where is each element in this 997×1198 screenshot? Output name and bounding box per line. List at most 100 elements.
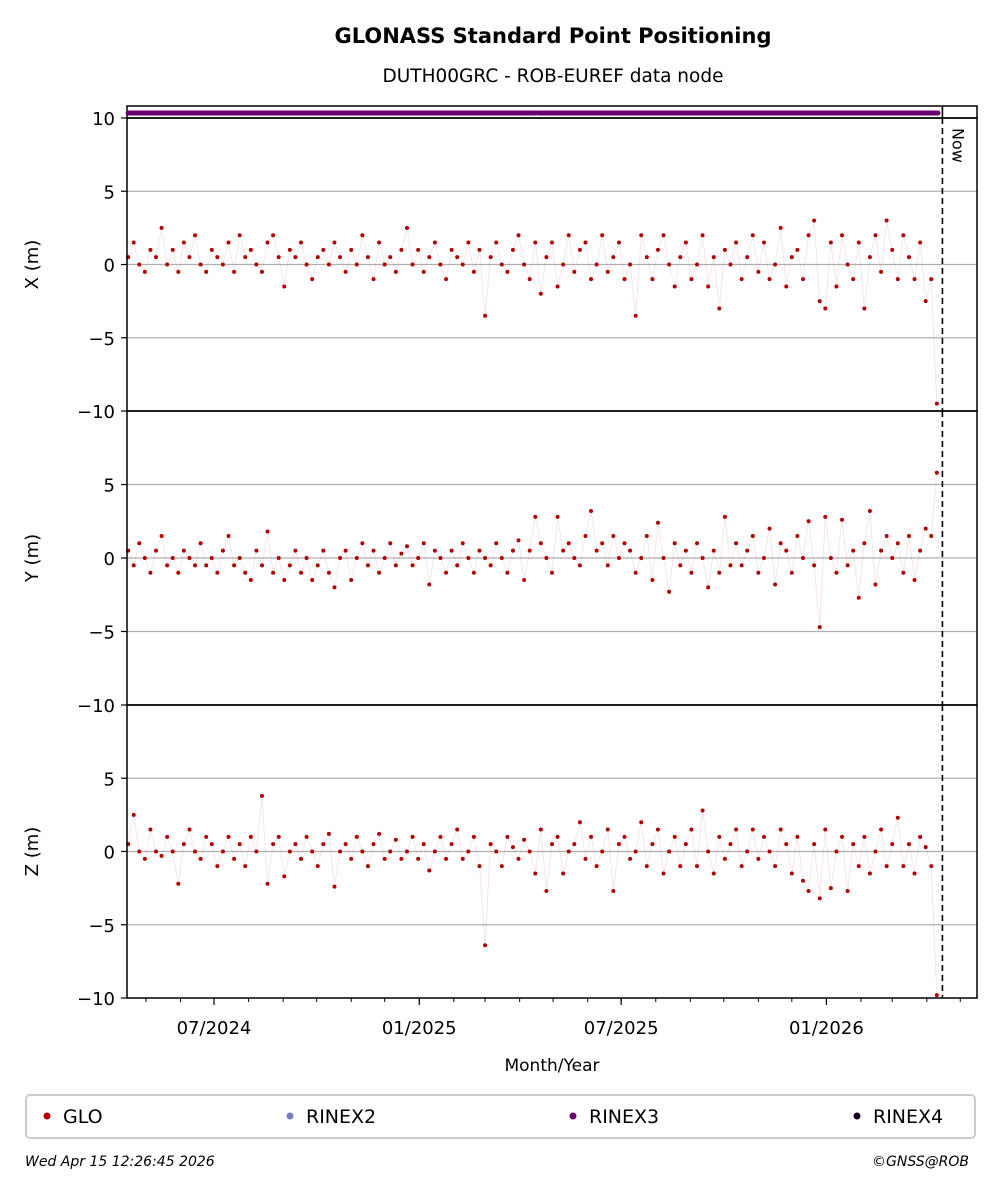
data-point xyxy=(667,849,672,854)
data-point xyxy=(204,269,209,274)
data-point xyxy=(912,578,917,583)
data-point xyxy=(890,247,895,252)
data-point xyxy=(616,240,621,245)
data-point xyxy=(354,262,359,267)
data-point xyxy=(828,556,833,560)
data-point xyxy=(310,277,315,282)
data-point xyxy=(678,563,683,568)
data-point xyxy=(561,548,566,553)
data-point xyxy=(170,556,175,560)
timestamp: Wed Apr 15 12:26:45 2026 xyxy=(25,1154,215,1170)
data-point xyxy=(254,262,259,267)
y-tick-label: 5 xyxy=(104,476,115,497)
data-point xyxy=(851,842,856,847)
data-point xyxy=(856,240,861,245)
data-point xyxy=(215,864,220,869)
data-point xyxy=(667,589,672,594)
data-point xyxy=(923,299,928,304)
data-point xyxy=(382,556,387,560)
data-point xyxy=(722,514,727,519)
data-point xyxy=(131,563,136,568)
data-point xyxy=(767,277,772,282)
data-point xyxy=(750,233,755,238)
data-point xyxy=(555,514,560,519)
data-point xyxy=(321,548,326,553)
data-point xyxy=(421,269,426,274)
data-point xyxy=(784,284,789,289)
data-point xyxy=(700,233,705,238)
data-point xyxy=(455,827,460,832)
data-point xyxy=(477,864,482,869)
data-point xyxy=(259,793,264,798)
data-point xyxy=(494,849,499,854)
data-point xyxy=(505,269,510,274)
data-point xyxy=(349,856,354,861)
data-point xyxy=(884,864,889,869)
data-point xyxy=(912,277,917,282)
x-tick-label: 07/2025 xyxy=(584,1018,659,1039)
data-point xyxy=(388,541,393,546)
data-point xyxy=(672,834,677,839)
data-point xyxy=(449,247,454,252)
data-point xyxy=(193,849,198,854)
data-point xyxy=(505,570,510,575)
data-point xyxy=(722,856,727,861)
data-point xyxy=(683,240,688,245)
data-point xyxy=(906,533,911,538)
data-point xyxy=(778,827,783,832)
y-axis-label: X (m) xyxy=(22,240,43,290)
data-point xyxy=(354,556,359,560)
data-point xyxy=(789,871,794,876)
data-point xyxy=(399,856,404,861)
data-point xyxy=(867,508,872,513)
data-point xyxy=(745,849,750,854)
data-point xyxy=(700,556,705,560)
data-point xyxy=(416,856,421,861)
data-point xyxy=(929,533,934,538)
data-point xyxy=(377,570,382,575)
data-point xyxy=(310,849,315,854)
data-point xyxy=(187,255,192,260)
data-point xyxy=(711,871,716,876)
data-point xyxy=(828,886,833,891)
data-point xyxy=(594,262,599,267)
data-point xyxy=(589,834,594,839)
data-point xyxy=(589,508,594,513)
data-point xyxy=(371,277,376,282)
data-point xyxy=(566,541,571,546)
data-point xyxy=(460,856,465,861)
legend-label-rinex3: RINEX3 xyxy=(589,1106,659,1128)
data-point xyxy=(901,233,906,238)
data-point xyxy=(862,834,867,839)
data-point xyxy=(706,284,711,289)
data-point xyxy=(538,291,543,296)
data-point xyxy=(728,563,733,568)
legend-marker-rinex3 xyxy=(569,1112,577,1120)
data-point xyxy=(349,247,354,252)
data-point xyxy=(193,563,198,568)
y-tick-label: 5 xyxy=(104,769,115,790)
data-point xyxy=(633,313,638,318)
data-point xyxy=(840,517,845,522)
data-point xyxy=(410,563,415,568)
data-point xyxy=(711,255,716,260)
data-point xyxy=(343,269,348,274)
data-point xyxy=(399,247,404,252)
data-point xyxy=(767,526,772,531)
data-point xyxy=(856,864,861,869)
data-point xyxy=(672,284,677,289)
x-tick-label: 07/2024 xyxy=(177,1018,252,1039)
data-point xyxy=(728,262,733,267)
data-point xyxy=(789,255,794,260)
data-point xyxy=(510,548,515,553)
data-point xyxy=(326,831,331,836)
data-point xyxy=(176,570,181,575)
data-point xyxy=(862,306,867,311)
data-point xyxy=(265,529,270,534)
data-point xyxy=(388,255,393,260)
data-point xyxy=(527,277,532,282)
data-point xyxy=(165,834,170,839)
data-point xyxy=(499,262,504,267)
data-point xyxy=(259,563,264,568)
